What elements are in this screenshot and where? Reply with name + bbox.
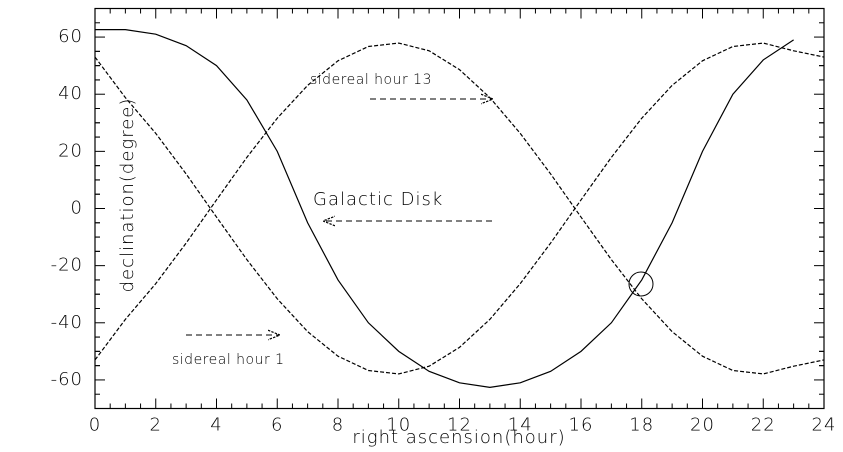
- marker-circle: [628, 271, 654, 297]
- y-tick-label: 60: [58, 26, 83, 47]
- x-tick-label: 2: [150, 415, 162, 436]
- x-tick-label: 6: [271, 415, 283, 436]
- x-axis-label: right ascension(hour): [352, 427, 565, 448]
- y-tick-label: -60: [51, 369, 83, 390]
- x-tick-label: 0: [89, 415, 101, 436]
- y-axis-label: declination(degree): [117, 98, 138, 293]
- x-tick-label: 24: [812, 415, 837, 436]
- y-tick-label: 0: [71, 198, 83, 219]
- x-tick-label: 18: [629, 415, 654, 436]
- series-line: [94, 42, 825, 375]
- annotation: sidereal hour 13: [310, 72, 432, 88]
- x-tick-label: 10: [386, 415, 411, 436]
- y-tick-label: -20: [51, 255, 83, 276]
- x-tick-label: 12: [447, 415, 472, 436]
- x-tick-label: 22: [751, 415, 776, 436]
- annotation: sidereal hour 1: [172, 352, 285, 368]
- y-tick-label: -40: [51, 312, 83, 333]
- series-line: [94, 42, 825, 375]
- x-tick-label: 4: [210, 415, 222, 436]
- y-tick-label: 20: [58, 140, 83, 161]
- x-tick-label: 14: [508, 415, 533, 436]
- x-tick-label: 8: [332, 415, 344, 436]
- x-tick-label: 20: [690, 415, 715, 436]
- annotation: Galactic Disk: [313, 189, 443, 210]
- x-tick-label: 16: [569, 415, 594, 436]
- series-line: [95, 29, 794, 388]
- plot-frame: [94, 7, 825, 410]
- y-tick-label: 40: [58, 83, 83, 104]
